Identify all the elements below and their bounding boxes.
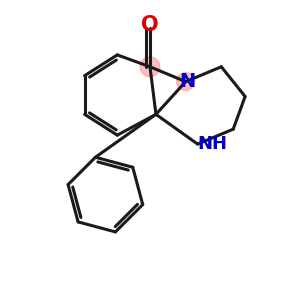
Text: NH: NH [197,135,227,153]
Text: O: O [141,15,159,35]
Text: N: N [179,72,195,91]
Circle shape [140,57,160,76]
Circle shape [177,73,195,91]
